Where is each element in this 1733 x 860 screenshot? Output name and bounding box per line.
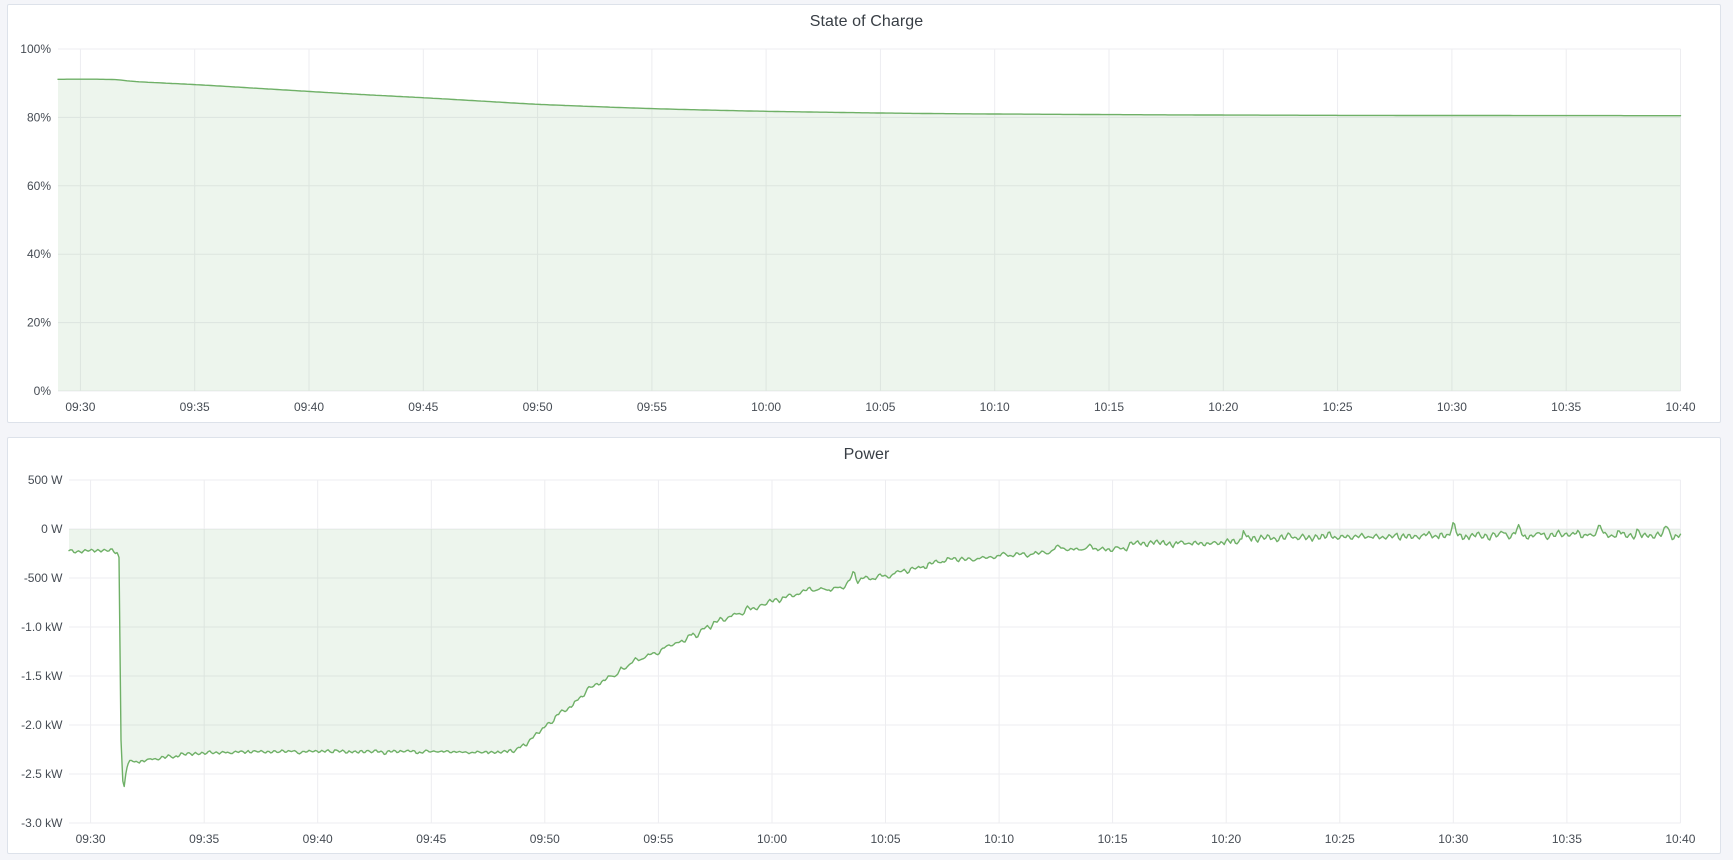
svg-text:10:35: 10:35 <box>1552 832 1582 846</box>
svg-text:0%: 0% <box>34 384 52 398</box>
svg-text:10:30: 10:30 <box>1438 832 1468 846</box>
svg-text:40%: 40% <box>27 247 51 261</box>
svg-text:60%: 60% <box>27 179 51 193</box>
svg-text:10:35: 10:35 <box>1551 400 1581 414</box>
svg-text:10:15: 10:15 <box>1098 832 1128 846</box>
svg-text:10:40: 10:40 <box>1665 832 1695 846</box>
svg-text:20%: 20% <box>27 316 51 330</box>
svg-text:09:35: 09:35 <box>189 832 219 846</box>
svg-text:10:05: 10:05 <box>870 832 900 846</box>
svg-text:10:15: 10:15 <box>1094 400 1124 414</box>
svg-text:10:20: 10:20 <box>1208 400 1238 414</box>
svg-text:500 W: 500 W <box>28 473 63 487</box>
svg-text:10:20: 10:20 <box>1211 832 1241 846</box>
svg-text:09:45: 09:45 <box>408 400 438 414</box>
svg-text:100%: 100% <box>20 42 51 56</box>
svg-text:-1.5 kW: -1.5 kW <box>21 669 63 683</box>
svg-text:10:30: 10:30 <box>1437 400 1467 414</box>
svg-text:0 W: 0 W <box>41 522 63 536</box>
svg-text:09:50: 09:50 <box>523 400 553 414</box>
svg-text:10:10: 10:10 <box>980 400 1010 414</box>
svg-text:-3.0 kW: -3.0 kW <box>21 816 63 830</box>
svg-text:09:55: 09:55 <box>643 832 673 846</box>
svg-text:09:55: 09:55 <box>637 400 667 414</box>
svg-text:-500 W: -500 W <box>24 571 63 585</box>
svg-text:09:50: 09:50 <box>530 832 560 846</box>
svg-text:10:05: 10:05 <box>865 400 895 414</box>
svg-text:80%: 80% <box>27 110 51 124</box>
svg-text:-2.5 kW: -2.5 kW <box>21 767 63 781</box>
svg-text:10:25: 10:25 <box>1323 400 1353 414</box>
svg-text:09:40: 09:40 <box>294 400 324 414</box>
svg-text:09:35: 09:35 <box>180 400 210 414</box>
svg-text:09:45: 09:45 <box>416 832 446 846</box>
svg-text:09:30: 09:30 <box>65 400 95 414</box>
svg-text:09:30: 09:30 <box>76 832 106 846</box>
svg-text:-1.0 kW: -1.0 kW <box>21 620 63 634</box>
svg-text:-2.0 kW: -2.0 kW <box>21 718 63 732</box>
svg-text:10:25: 10:25 <box>1325 832 1355 846</box>
svg-text:09:40: 09:40 <box>303 832 333 846</box>
svg-text:10:00: 10:00 <box>757 832 787 846</box>
svg-text:10:40: 10:40 <box>1665 400 1695 414</box>
svg-text:10:00: 10:00 <box>751 400 781 414</box>
svg-text:10:10: 10:10 <box>984 832 1014 846</box>
